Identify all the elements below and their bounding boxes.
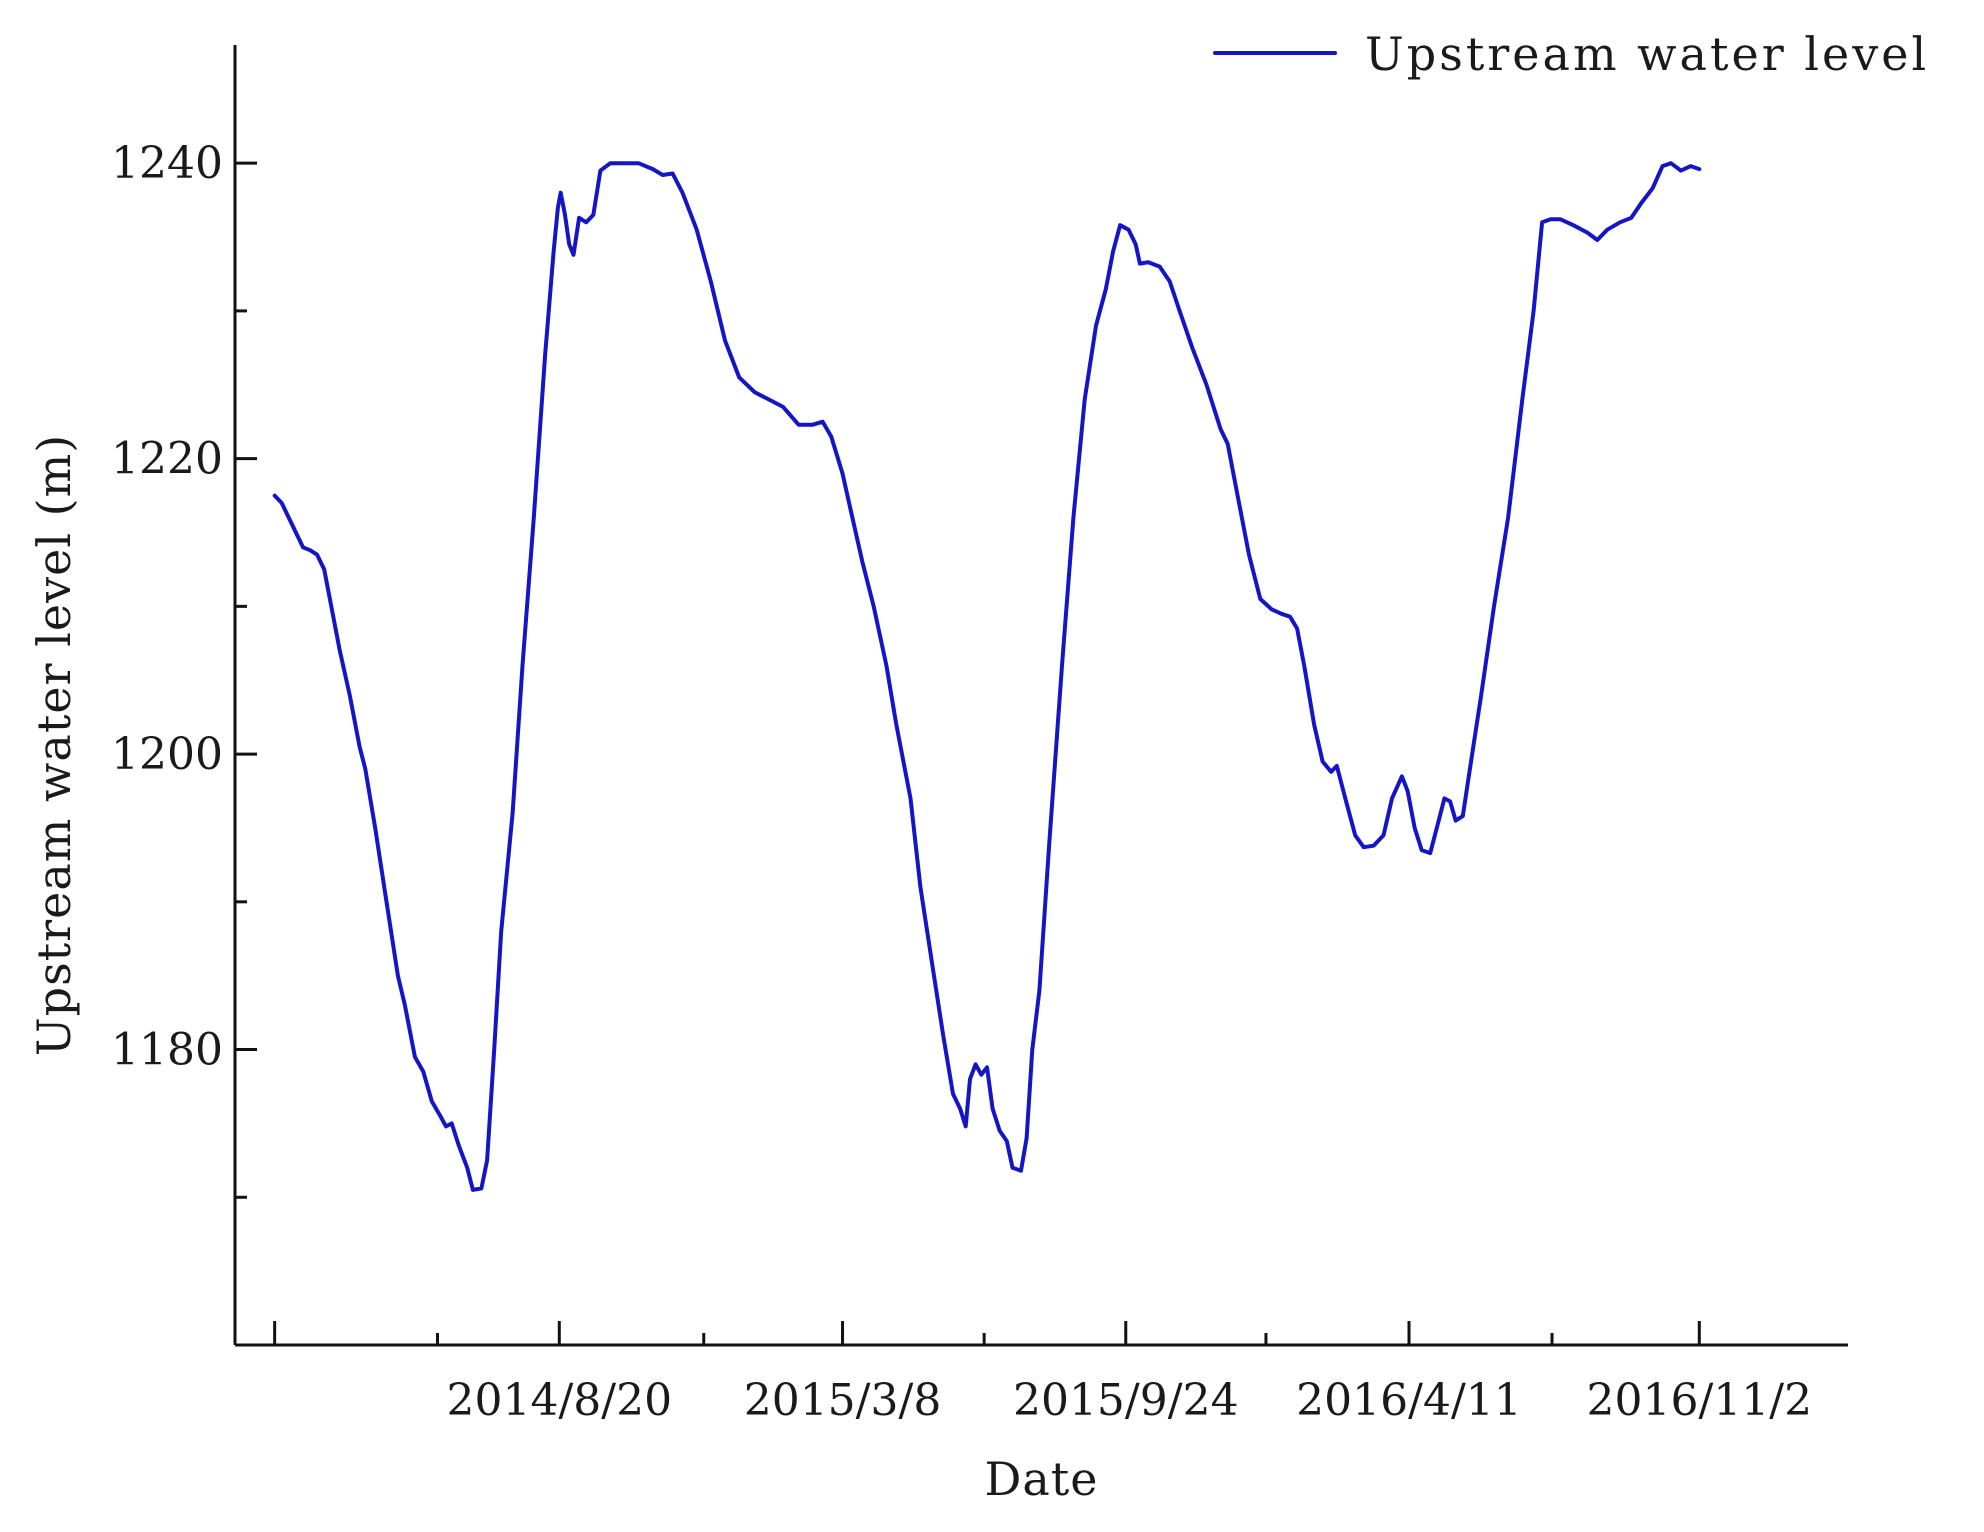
x-tick-label: 2015/9/24 [1013, 1375, 1239, 1426]
x-tick-label: 2016/11/2 [1586, 1375, 1812, 1426]
y-tick-label: 1200 [111, 729, 223, 780]
x-axis-ticks: 2014/8/20 2015/3/8 2015/9/24 2016/4/11 2016/… [273, 1321, 1812, 1426]
x-tick-label: 2016/4/11 [1296, 1375, 1522, 1426]
y-tick-label: 1240 [111, 138, 223, 189]
legend: Upstream water level [1213, 27, 1929, 81]
x-tick-label: 2015/3/8 [744, 1375, 942, 1426]
x-axis-title: Date [984, 1452, 1098, 1506]
series-line-upstream-water-level [272, 161, 1702, 1192]
axes [233, 45, 1848, 1347]
y-axis-ticks: 1180 1200 1220 1240 [111, 138, 257, 1199]
y-tick-label: 1220 [111, 434, 223, 485]
y-tick-label: 1180 [111, 1025, 223, 1076]
legend-label: Upstream water level [1365, 27, 1929, 81]
series-layer [272, 161, 1702, 1192]
x-tick-label: 2014/8/20 [446, 1375, 672, 1426]
y-axis-title: Upstream water level (m) [27, 434, 81, 1056]
